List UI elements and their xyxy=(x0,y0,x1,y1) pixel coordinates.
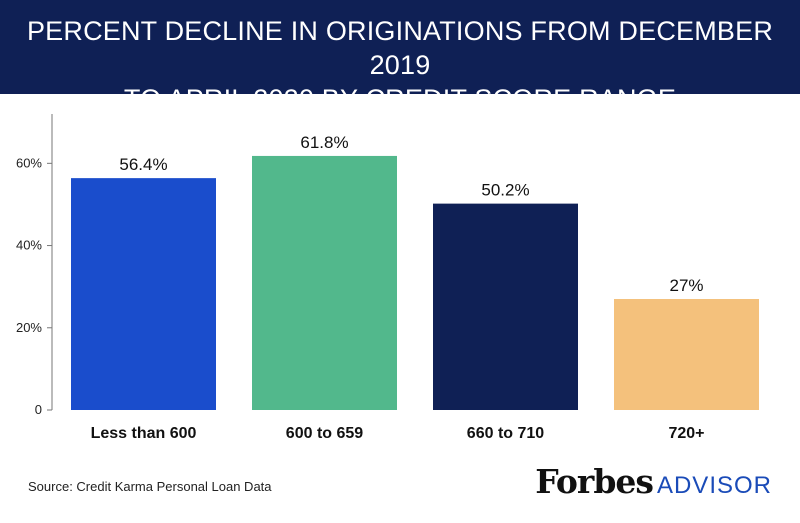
data-label: 61.8% xyxy=(300,133,348,152)
forbes-advisor-logo: Forbes ADVISOR xyxy=(535,462,772,502)
bar-3 xyxy=(433,203,578,410)
y-tick-label: 60% xyxy=(16,155,42,170)
x-category-label: 660 to 710 xyxy=(467,425,544,442)
bar-1 xyxy=(71,178,216,410)
bar-4 xyxy=(614,299,759,410)
x-category-label: 720+ xyxy=(668,425,704,442)
logo-brand-text: Forbes xyxy=(535,462,654,501)
source-note: Source: Credit Karma Personal Loan Data xyxy=(28,479,272,494)
chart-title-line-1: PERCENT DECLINE IN ORIGINATIONS FROM DEC… xyxy=(26,16,774,80)
x-category-label: 600 to 659 xyxy=(286,425,363,442)
y-tick-label: 20% xyxy=(16,320,42,335)
data-label: 56.4% xyxy=(119,155,167,174)
x-category-label: Less than 600 xyxy=(91,425,197,442)
bar-chart: 0 20% 40% 60% 56.4% Less than 600 61.8% 600 to … xyxy=(16,114,759,442)
data-label: 27% xyxy=(669,276,703,295)
data-label: 50.2% xyxy=(481,181,529,200)
chart-title-banner: PERCENT DECLINE IN ORIGINATIONS FROM DEC… xyxy=(0,0,800,114)
bar-2 xyxy=(252,155,397,410)
chart-title-line-2: TO APRIL 2020 BY CREDIT SCORE RANGE xyxy=(123,84,677,114)
logo-sub-text: ADVISOR xyxy=(656,472,772,499)
y-tick-label: 0 xyxy=(35,402,42,417)
y-tick-label: 40% xyxy=(16,238,42,253)
